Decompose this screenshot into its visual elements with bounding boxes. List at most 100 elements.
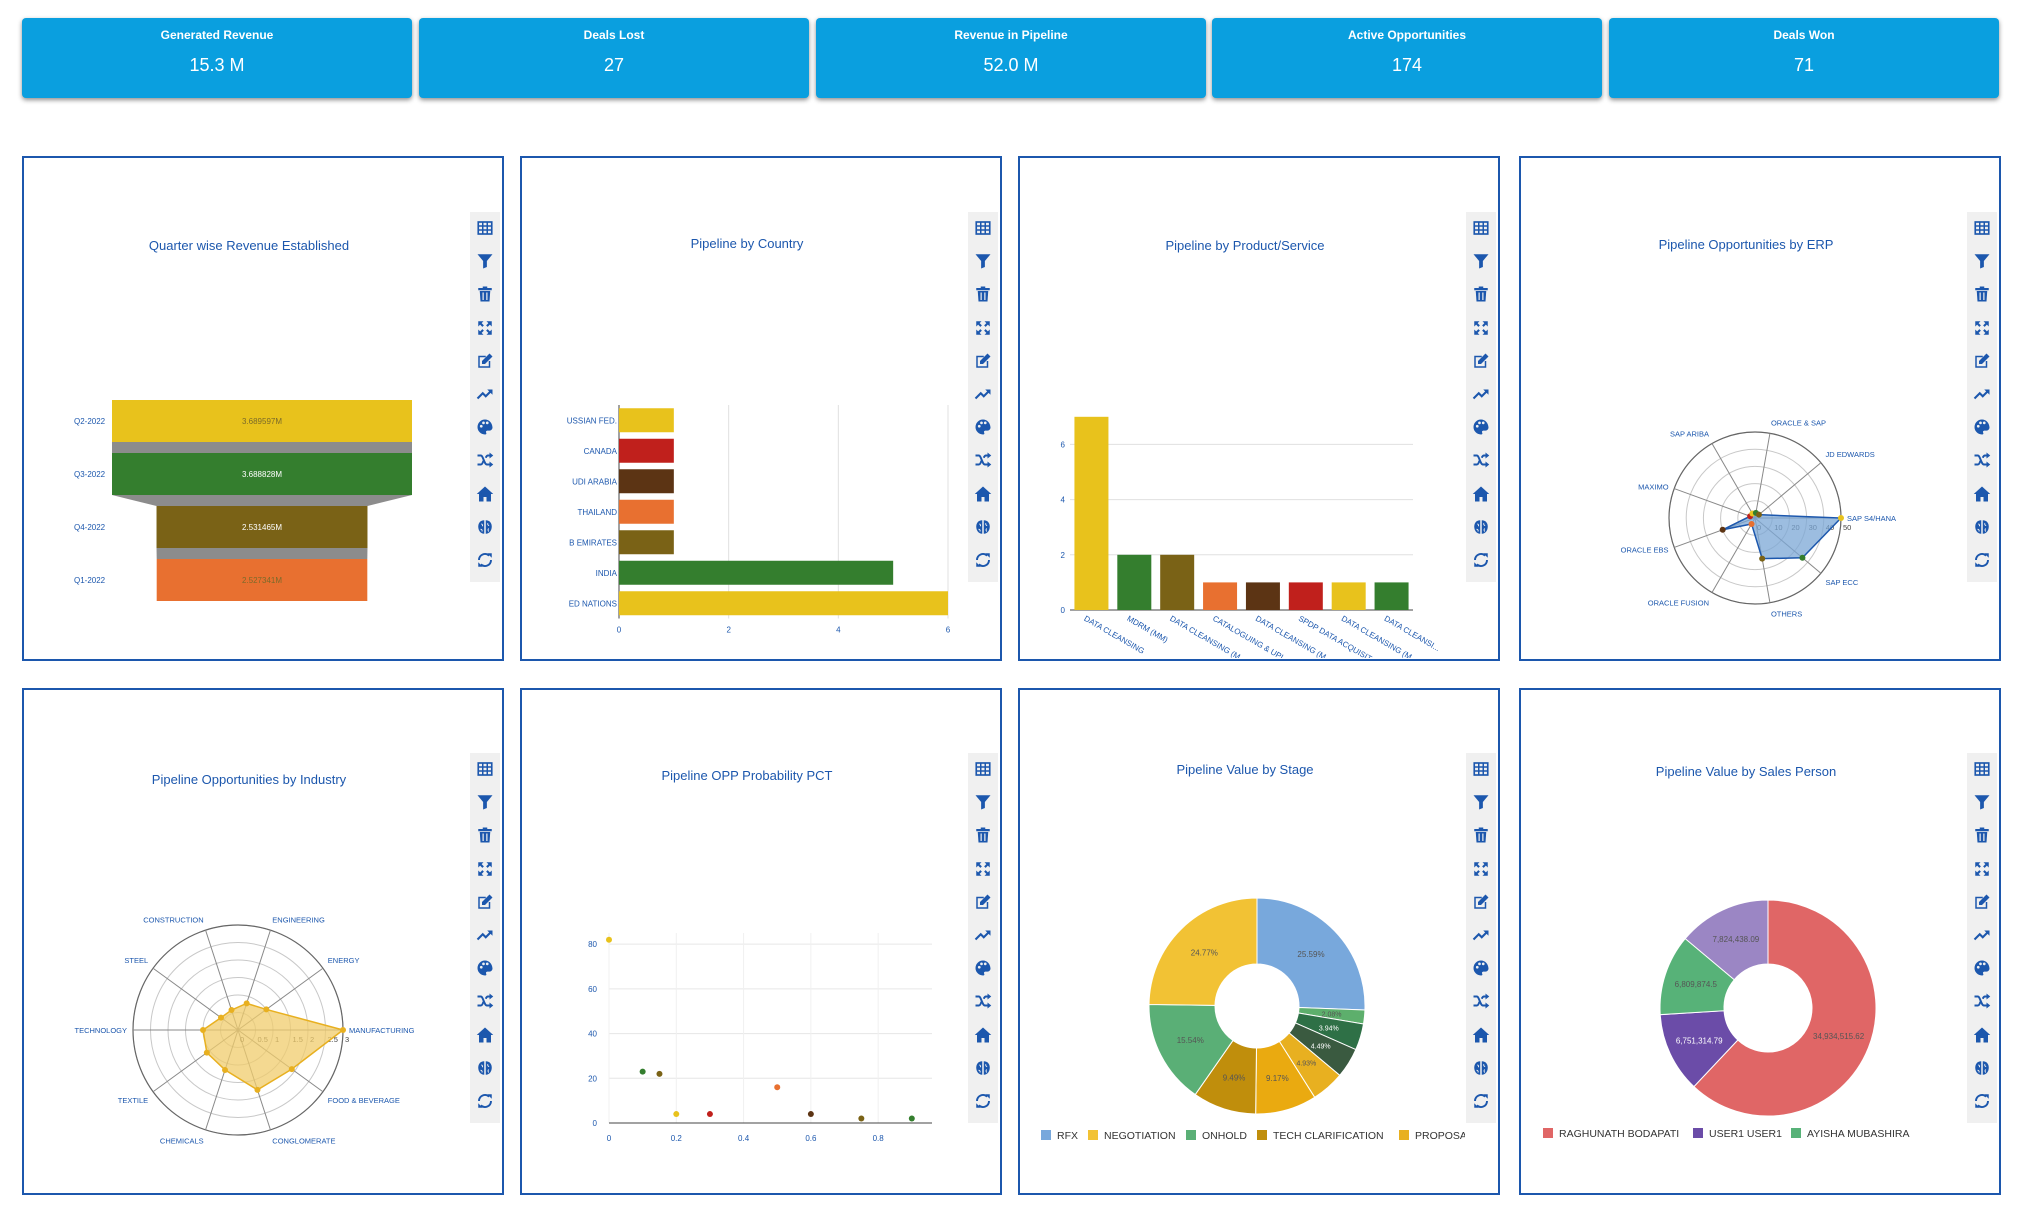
trend-icon[interactable]: [1472, 385, 1490, 403]
brain-icon[interactable]: [1472, 518, 1490, 536]
brain-icon[interactable]: [1472, 1059, 1490, 1077]
brain-icon[interactable]: [974, 518, 992, 536]
table-icon[interactable]: [974, 219, 992, 237]
radar-category-label: CHEMICALS: [160, 1137, 204, 1146]
palette-icon[interactable]: [1472, 959, 1490, 977]
panel-value-by-stage: Pipeline Value by Stage 25.59% 2.08% 3.94%…: [1018, 688, 1500, 1195]
kpi-deals-won[interactable]: Deals Won 71: [1609, 18, 1999, 98]
trend-icon[interactable]: [1973, 385, 1991, 403]
refresh-icon[interactable]: [1973, 1092, 1991, 1110]
home-icon[interactable]: [476, 485, 494, 503]
trash-icon[interactable]: [1973, 285, 1991, 303]
edit-icon[interactable]: [476, 352, 494, 370]
palette-icon[interactable]: [476, 418, 494, 436]
expand-icon[interactable]: [974, 319, 992, 337]
trash-icon[interactable]: [1472, 285, 1490, 303]
expand-icon[interactable]: [476, 860, 494, 878]
y-tick-label: 20: [588, 1074, 597, 1083]
shuffle-icon[interactable]: [974, 992, 992, 1010]
palette-icon[interactable]: [476, 959, 494, 977]
home-icon[interactable]: [476, 1026, 494, 1044]
refresh-icon[interactable]: [1472, 1092, 1490, 1110]
brain-icon[interactable]: [1973, 518, 1991, 536]
shuffle-icon[interactable]: [1973, 451, 1991, 469]
edit-icon[interactable]: [974, 893, 992, 911]
filter-icon[interactable]: [1472, 252, 1490, 270]
funnel-segment: [156, 559, 368, 601]
brain-icon[interactable]: [1973, 1059, 1991, 1077]
palette-icon[interactable]: [974, 959, 992, 977]
table-icon[interactable]: [1973, 760, 1991, 778]
trash-icon[interactable]: [974, 285, 992, 303]
trend-icon[interactable]: [974, 385, 992, 403]
refresh-icon[interactable]: [974, 1092, 992, 1110]
shuffle-icon[interactable]: [1973, 992, 1991, 1010]
edit-icon[interactable]: [1472, 352, 1490, 370]
brain-icon[interactable]: [476, 518, 494, 536]
expand-icon[interactable]: [1472, 319, 1490, 337]
palette-icon[interactable]: [1973, 959, 1991, 977]
shuffle-icon[interactable]: [1472, 992, 1490, 1010]
refresh-icon[interactable]: [1973, 551, 1991, 569]
filter-icon[interactable]: [974, 252, 992, 270]
home-icon[interactable]: [974, 485, 992, 503]
kpi-revenue-in-pipeline[interactable]: Revenue in Pipeline 52.0 M: [816, 18, 1206, 98]
filter-icon[interactable]: [1973, 793, 1991, 811]
kpi-active-opportunities[interactable]: Active Opportunities 174: [1212, 18, 1602, 98]
trend-icon[interactable]: [476, 926, 494, 944]
home-icon[interactable]: [1472, 1026, 1490, 1044]
kpi-deals-lost[interactable]: Deals Lost 27: [419, 18, 809, 98]
trend-icon[interactable]: [974, 926, 992, 944]
table-icon[interactable]: [1472, 760, 1490, 778]
home-icon[interactable]: [1973, 1026, 1991, 1044]
home-icon[interactable]: [974, 1026, 992, 1044]
filter-icon[interactable]: [974, 793, 992, 811]
filter-icon[interactable]: [1472, 793, 1490, 811]
shuffle-icon[interactable]: [476, 992, 494, 1010]
filter-icon[interactable]: [1973, 252, 1991, 270]
table-icon[interactable]: [476, 219, 494, 237]
trend-icon[interactable]: [1472, 926, 1490, 944]
edit-icon[interactable]: [476, 893, 494, 911]
palette-icon[interactable]: [1472, 418, 1490, 436]
shuffle-icon[interactable]: [476, 451, 494, 469]
donut-value-label: 6,751,314.79: [1676, 1036, 1723, 1045]
table-icon[interactable]: [476, 760, 494, 778]
trash-icon[interactable]: [1973, 826, 1991, 844]
shuffle-icon[interactable]: [974, 451, 992, 469]
table-icon[interactable]: [974, 760, 992, 778]
home-icon[interactable]: [1472, 485, 1490, 503]
filter-icon[interactable]: [476, 252, 494, 270]
brain-icon[interactable]: [974, 1059, 992, 1077]
expand-icon[interactable]: [974, 860, 992, 878]
expand-icon[interactable]: [1472, 860, 1490, 878]
filter-icon[interactable]: [476, 793, 494, 811]
kpi-generated-revenue[interactable]: Generated Revenue 15.3 M: [22, 18, 412, 98]
trash-icon[interactable]: [974, 826, 992, 844]
refresh-icon[interactable]: [974, 551, 992, 569]
table-icon[interactable]: [1973, 219, 1991, 237]
trash-icon[interactable]: [476, 285, 494, 303]
expand-icon[interactable]: [476, 319, 494, 337]
table-icon[interactable]: [1472, 219, 1490, 237]
trash-icon[interactable]: [476, 826, 494, 844]
expand-icon[interactable]: [1973, 860, 1991, 878]
palette-icon[interactable]: [1973, 418, 1991, 436]
refresh-icon[interactable]: [476, 1092, 494, 1110]
edit-icon[interactable]: [1973, 352, 1991, 370]
home-icon[interactable]: [1973, 485, 1991, 503]
trend-icon[interactable]: [1973, 926, 1991, 944]
shuffle-icon[interactable]: [1472, 451, 1490, 469]
refresh-icon[interactable]: [1472, 551, 1490, 569]
edit-icon[interactable]: [1973, 893, 1991, 911]
funnel-value-label: 3.688828M: [242, 470, 282, 479]
trash-icon[interactable]: [1472, 826, 1490, 844]
expand-icon[interactable]: [1973, 319, 1991, 337]
edit-icon[interactable]: [1472, 893, 1490, 911]
brain-icon[interactable]: [476, 1059, 494, 1077]
trend-icon[interactable]: [476, 385, 494, 403]
palette-icon[interactable]: [974, 418, 992, 436]
edit-icon[interactable]: [974, 352, 992, 370]
legend-label: PROPOSAL: [1415, 1130, 1465, 1142]
refresh-icon[interactable]: [476, 551, 494, 569]
